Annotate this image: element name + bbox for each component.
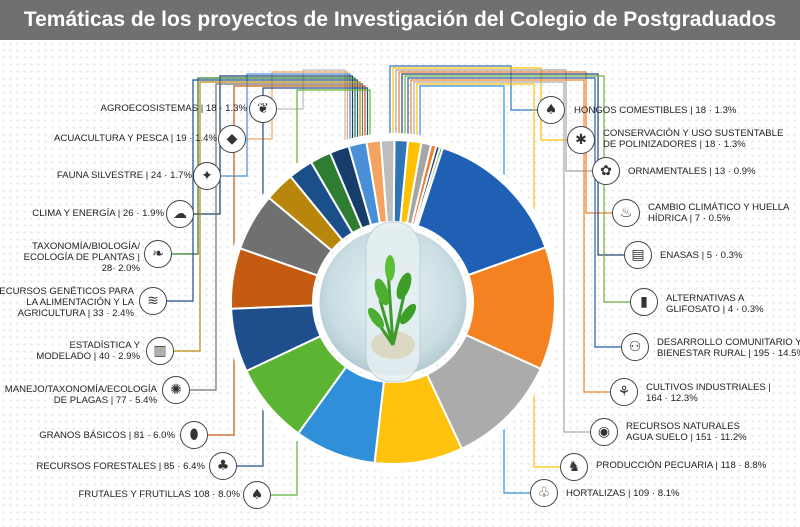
label-line: CULTIVOS INDUSTRIALES | <box>646 382 771 393</box>
leader-line <box>419 85 544 494</box>
thermometer-icon: ♨ <box>612 199 640 227</box>
label-line: LA ALIMENTACIÓN Y LA <box>26 297 134 308</box>
leader-line <box>180 75 354 215</box>
leaf-icon: ❧ <box>144 240 172 268</box>
label-granos: GRANOS BÁSICOS | 81 · 6.0% <box>39 430 175 441</box>
label-frutales: FRUTALES Y FRUTILLAS 108 · 8.0% <box>78 489 240 500</box>
bird-icon: ✦ <box>193 162 221 190</box>
label-line: AGRICULTURA | 33 · 2.4% <box>17 308 134 319</box>
cloud-sun-icon: ☁ <box>166 200 194 228</box>
flower-icon: ✿ <box>592 157 620 185</box>
trees-icon: ♣ <box>209 452 237 480</box>
label-taxonomia-plantas: TAXONOMÍA/BIOLOGÍA/ ECOLOGÍA DE PLANTAS … <box>24 241 140 274</box>
bar-chart-icon: ▥ <box>146 337 174 365</box>
leader-line <box>160 81 361 352</box>
label-cambio-climatico: CAMBIO CLIMÁTICO Y HUELLA HÍDRICA | 7 · … <box>648 202 789 224</box>
label-line: ALTERNATIVAS A <box>666 293 745 304</box>
soil-sample-icon: ▤ <box>624 241 652 269</box>
leader-line <box>407 77 635 348</box>
community-icon: ⚇ <box>621 333 649 361</box>
bottle-icon: ▮ <box>630 288 658 316</box>
leader-line <box>257 89 371 496</box>
label-line: Estadística y <box>69 340 140 351</box>
leader-line <box>232 71 349 140</box>
leader-line <box>194 85 366 436</box>
label-line: AGUA SUELO | 151 · 11.2% <box>626 432 747 443</box>
leader-line <box>398 71 626 214</box>
label-line: MODELADO | 40 · 2.9% <box>36 351 140 362</box>
leader-line <box>401 73 638 256</box>
page-title: Temáticas de los proyectos de Investigac… <box>0 0 800 40</box>
label-line: BIENESTAR RURAL | 195 · 14.5% <box>657 348 800 359</box>
leader-line <box>404 75 644 303</box>
fruit-tree-icon: ♠ <box>243 481 271 509</box>
water-drop-icon: ◉ <box>590 418 618 446</box>
label-desarrollo: DESARROLLO COMUNITARIO Y BIENESTAR RURAL… <box>657 337 800 359</box>
label-line: ECOLOGÍA DE PLANTAS | <box>23 252 140 263</box>
label-manejo-plagas: MANEJO/TAXONOMÍA/ECOLOGÍA DE PLAGAS | 77… <box>5 384 157 406</box>
label-hortalizas: HORTALIZAS | 109 · 8.1% <box>566 488 680 499</box>
label-recursos-naturales: RECURSOS NATURALES AGUA SUELO | 151 · 11… <box>626 421 747 443</box>
leader-line <box>263 69 346 140</box>
leader-line <box>410 79 624 393</box>
label-line: HÍDRICA | 7 · 0.5% <box>648 213 731 224</box>
fish-icon: ◆ <box>218 125 246 153</box>
label-hongos: HONGOS COMESTIBLES | 18 · 1.3% <box>574 105 737 116</box>
label-line: 28· 2.0% <box>101 263 140 274</box>
cow-icon: ♞ <box>560 453 588 481</box>
donut-outer-ring <box>224 133 562 471</box>
label-line: RECURSOS NATURALES <box>626 421 740 432</box>
vegetable-icon: ♧ <box>530 479 558 507</box>
leader-line <box>416 83 574 468</box>
label-line: 164 · 12.3% <box>646 393 698 404</box>
label-pecuaria: PRODUCCIÓN PECUARIA | 118 · 8.8% <box>596 460 767 471</box>
leader-line <box>176 83 364 391</box>
leader-lines <box>153 65 644 496</box>
label-acuacultura: ACUACULTURA Y PESCA | 19 · 1.4% <box>54 133 217 144</box>
bee-icon: ✱ <box>567 126 595 154</box>
leader-line <box>223 87 369 467</box>
test-tube-plant <box>365 221 421 383</box>
seedling-icon: ❦ <box>249 95 277 123</box>
leader-line <box>395 69 606 172</box>
label-line: DE PLAGAS | 77 · 5.4% <box>53 395 157 406</box>
label-ornamentales: ORNAMENTALES | 13 · 0.9% <box>628 166 756 177</box>
leader-line <box>158 77 356 255</box>
label-line: CONSERVACIÓN Y USO SUSTENTABLE <box>603 128 784 139</box>
leader-line <box>389 65 551 140</box>
label-estadistica: Estadística y MODELADO | 40 · 2.9% <box>36 340 140 362</box>
donut-slices <box>224 133 562 471</box>
label-line: GLIFOSATO | 4 · 0.3% <box>666 304 764 315</box>
wheat-icon: ⚘ <box>610 378 638 406</box>
leader-line <box>392 67 581 141</box>
label-recursos-geneticos: RECURSOS GENÉTICOS PARA LA ALIMENTACIÓN … <box>0 286 134 319</box>
label-line: DE POLINIZADORES | 18 · 1.3% <box>603 139 746 150</box>
bug-icon: ✺ <box>162 376 190 404</box>
label-agroecosistemas: AGROECOSISTEMAS | 18 · 1.3% <box>100 103 247 114</box>
label-enasas: ENASAS | 5 · 0.3% <box>660 250 743 261</box>
grain-icon: ⬮ <box>180 421 208 449</box>
label-line: MANEJO/TAXONOMÍA/ECOLOGÍA <box>4 384 157 395</box>
leader-line <box>413 81 604 433</box>
leader-line <box>153 79 359 302</box>
label-conservacion: CONSERVACIÓN Y USO SUSTENTABLE DE POLINI… <box>603 128 783 150</box>
mushroom-icon: ♠ <box>537 96 565 124</box>
label-clima: CLIMA Y ENERGÍA | 26 · 1.9% <box>32 208 164 219</box>
label-line: DESARROLLO COMUNITARIO Y <box>657 337 800 348</box>
label-fauna: FAUNA SILVESTRE | 24 · 1.7% <box>56 170 192 181</box>
label-forestales: RECURSOS FORESTALES | 85 · 6.4% <box>36 461 205 472</box>
label-alternativas: ALTERNATIVAS A GLIFOSATO | 4 · 0.3% <box>666 293 764 315</box>
label-line: CAMBIO CLIMÁTICO Y HUELLA <box>648 202 790 213</box>
label-cultivos: CULTIVOS INDUSTRIALES | 164 · 12.3% <box>646 382 771 404</box>
dna-icon: ≋ <box>139 287 167 315</box>
label-line: RECURSOS GENÉTICOS PARA <box>0 286 134 297</box>
label-line: TAXONOMÍA/BIOLOGÍA/ <box>31 241 140 252</box>
